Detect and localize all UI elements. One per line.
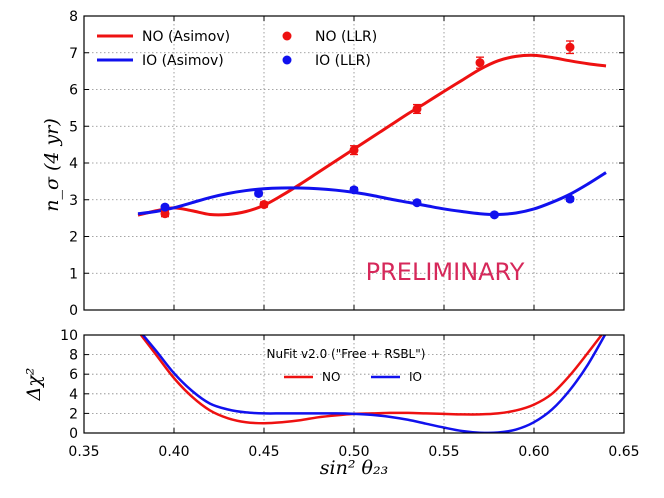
point-io-llr (160, 202, 170, 212)
top-y-tick-label: 2 (69, 230, 78, 246)
delta-chi2-curve-no (139, 335, 604, 425)
bot-y-tick-label: 10 (60, 328, 78, 344)
point-no-llr (259, 200, 269, 210)
top-y-tick-label: 3 (69, 193, 78, 209)
x-tick-label: 0.45 (248, 444, 279, 460)
point-io-llr (565, 194, 575, 204)
bottom-legend-title: NuFit v2.0 ("Free + RSBL") (267, 347, 426, 361)
x-axis-label: sin² θ₂₃ (320, 457, 388, 479)
bot-y-tick-label: 2 (69, 406, 78, 422)
x-tick-label: 0.60 (518, 444, 549, 460)
point-no-llr (412, 104, 422, 114)
x-tick-label: 0.65 (608, 444, 639, 460)
bottom-panel-grid (84, 335, 624, 433)
legend-label-io: IO (409, 370, 422, 384)
legend-marker-no-llr (282, 31, 292, 41)
preliminary-watermark: PRELIMINARY (366, 258, 525, 286)
top-y-tick-label: 5 (69, 119, 78, 135)
legend-label-no-asimov: NO (Asimov) (142, 29, 230, 45)
bottom-panel-ticks: 0 2 4 6 8 10 0.35 0.40 0.45 0.50 0.55 0.60 0.65 (60, 328, 639, 460)
legend-label-io-asimov: IO (Asimov) (142, 53, 224, 69)
bot-y-tick-label: 4 (69, 387, 78, 403)
bottom-legend: NuFit v2.0 ("Free + RSBL") NO IO (267, 347, 426, 384)
delta-chi2-curve-io (141, 335, 607, 433)
x-tick-label: 0.55 (428, 444, 459, 460)
top-y-tick-label: 8 (69, 9, 78, 25)
point-io-llr (254, 189, 264, 199)
top-y-tick-label: 0 (69, 303, 78, 319)
point-io-llr (349, 185, 359, 195)
point-no-llr (349, 145, 359, 155)
curve-no-asimov (137, 53, 607, 217)
point-io-llr (489, 210, 499, 220)
legend-label-io-llr: IO (LLR) (315, 53, 371, 69)
point-no-llr (565, 42, 575, 52)
bot-y-tick-label: 0 (69, 426, 78, 442)
top-panel-series (137, 40, 607, 220)
top-y-tick-label: 4 (69, 156, 78, 172)
legend-label-no: NO (322, 370, 340, 384)
point-io-llr (412, 198, 422, 208)
top-y-tick-label: 6 (69, 83, 78, 99)
legend-label-no-llr: NO (LLR) (315, 29, 377, 45)
legend-marker-io-llr (282, 55, 292, 65)
x-tick-label: 0.50 (338, 444, 369, 460)
bot-y-tick-label: 8 (69, 348, 78, 364)
x-tick-label: 0.40 (158, 444, 189, 460)
top-panel-ticks: 0 1 2 3 4 5 6 7 8 (69, 9, 625, 319)
top-panel-grid (84, 16, 624, 310)
bottom-panel-series (139, 335, 607, 433)
top-y-axis-label: n_σ (4 yr) (41, 118, 63, 212)
top-y-tick-label: 1 (69, 266, 78, 282)
point-no-llr (475, 58, 485, 68)
bot-y-tick-label: 6 (69, 367, 78, 383)
top-y-tick-label: 7 (69, 46, 78, 62)
point-no-llr (160, 209, 170, 219)
x-tick-label: 0.35 (68, 444, 99, 460)
curve-io-asimov (137, 171, 607, 216)
bottom-y-axis-label: Δχ² (23, 368, 45, 402)
top-legend: NO (Asimov) IO (Asimov) NO (LLR) IO (LLR… (97, 29, 377, 69)
